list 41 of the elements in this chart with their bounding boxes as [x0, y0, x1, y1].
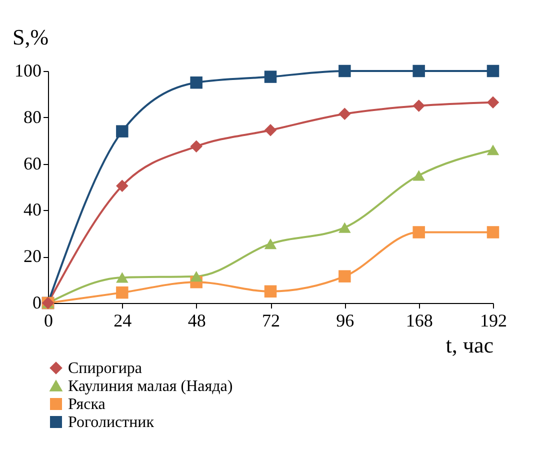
point: [486, 96, 500, 108]
x-tick-label: 48: [188, 310, 206, 330]
x-tick-label: 96: [336, 310, 354, 330]
x-tick-label: 168: [406, 310, 433, 330]
point: [486, 226, 500, 238]
y-tick-label: 60: [24, 153, 42, 174]
point: [412, 64, 425, 78]
legend-label: Каулиния малая (Наяда): [68, 378, 233, 395]
point: [264, 285, 277, 298]
y-tick-label: 80: [24, 106, 42, 127]
legend-label: Спирогира: [68, 360, 142, 377]
y-tick-label: 100: [14, 60, 42, 80]
point: [116, 125, 128, 138]
y-axis-title: S,%: [12, 24, 49, 50]
point: [486, 64, 500, 78]
point: [190, 140, 202, 153]
y-tick-label: 40: [24, 200, 42, 220]
x-axis-title: t, час: [446, 332, 494, 358]
point: [190, 271, 202, 282]
point: [338, 222, 351, 233]
point: [116, 272, 128, 283]
point: [116, 286, 128, 299]
legend-label: Ряска: [68, 396, 106, 413]
point: [412, 100, 425, 112]
x-tick-label: 192: [480, 310, 507, 330]
point: [264, 238, 277, 250]
point: [338, 64, 351, 78]
point: [264, 124, 277, 136]
y-tick-label: 20: [24, 246, 42, 266]
point: [264, 70, 277, 83]
point: [116, 180, 128, 192]
x-tick-label: 72: [262, 310, 280, 330]
point: [338, 270, 351, 282]
point: [412, 226, 425, 238]
y-tick-label: 0: [32, 292, 42, 312]
point: [190, 76, 202, 89]
point: [338, 108, 351, 120]
x-tick-label: 24: [114, 310, 132, 330]
point: [412, 170, 425, 181]
point: [486, 144, 500, 156]
legend-label: Роголистник: [68, 414, 154, 431]
